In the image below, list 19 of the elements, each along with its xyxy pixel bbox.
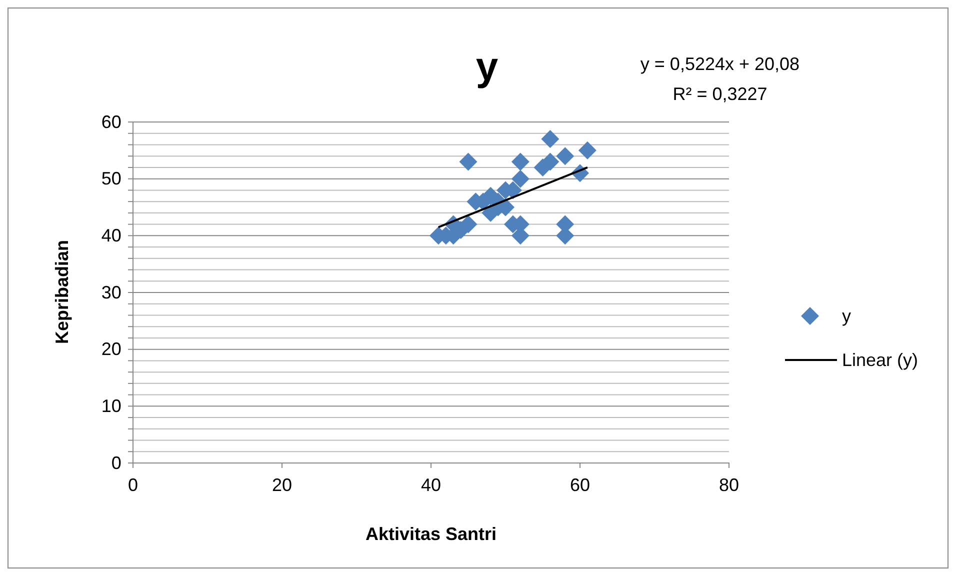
y-tick-label: 60 <box>101 112 122 132</box>
x-tick-label: 20 <box>272 474 292 495</box>
chart-title: y <box>476 45 499 89</box>
y-tick-label: 40 <box>101 225 122 246</box>
y-tick-label: 0 <box>111 452 122 473</box>
text: y = 0,5224x + 20,08 <box>640 54 800 74</box>
x-axis-title: Aktivitas Santri <box>365 524 497 544</box>
y-axis-title: Kepribadian <box>52 240 72 344</box>
y-tick-label: 30 <box>101 282 122 302</box>
y-tick-label: 50 <box>101 168 122 189</box>
x-tick-label: 0 <box>128 474 138 495</box>
legend-label: y <box>842 306 851 326</box>
legend-label: Linear (y) <box>842 350 918 370</box>
x-tick-label: 40 <box>420 474 442 495</box>
y-tick-label: 20 <box>101 339 122 360</box>
x-tick-label: 60 <box>570 474 590 495</box>
y-tick-label: 10 <box>101 396 122 416</box>
text: R² = 0,3227 <box>672 84 768 104</box>
x-tick-label: 80 <box>718 474 740 495</box>
